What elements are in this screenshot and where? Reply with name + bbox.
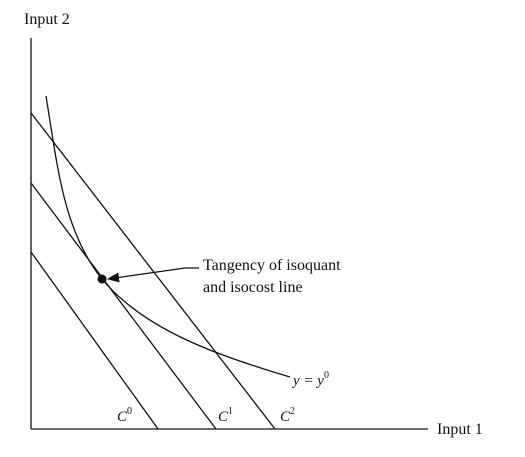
isocost-line-c0 [30, 251, 159, 430]
isocost-label-c1-superscript: 1 [228, 406, 233, 417]
isoquant-label-superscript: 0 [324, 370, 329, 381]
isocost-label-c2-letter: C [280, 409, 291, 425]
isoquant-curve [45, 95, 291, 378]
isoquant-label: y = y0 [291, 370, 329, 389]
x-axis-label: Input 1 [437, 421, 483, 438]
isocost-label-c0: C0 [117, 406, 132, 425]
tangency-annotation-line-2: and isocost line [203, 279, 303, 296]
isoquant-label-text: y = y [291, 373, 324, 389]
isocost-label-c0-superscript: 0 [127, 406, 132, 417]
y-axis-label: Input 2 [24, 11, 70, 28]
isocost-label-c2-superscript: 2 [290, 406, 295, 417]
isocost-label-c1: C1 [218, 406, 233, 425]
tangency-pointer-arrow [107, 267, 199, 283]
tangency-annotation-line-1: Tangency of isoquant [203, 257, 341, 274]
isocost-label-c0-letter: C [117, 409, 128, 425]
isocost-line-c1 [30, 182, 217, 430]
tangency-point [97, 274, 107, 284]
isocost-label-c1-letter: C [218, 409, 229, 425]
isocost-line-c2 [30, 112, 276, 430]
isocost-label-c2: C2 [280, 406, 295, 425]
